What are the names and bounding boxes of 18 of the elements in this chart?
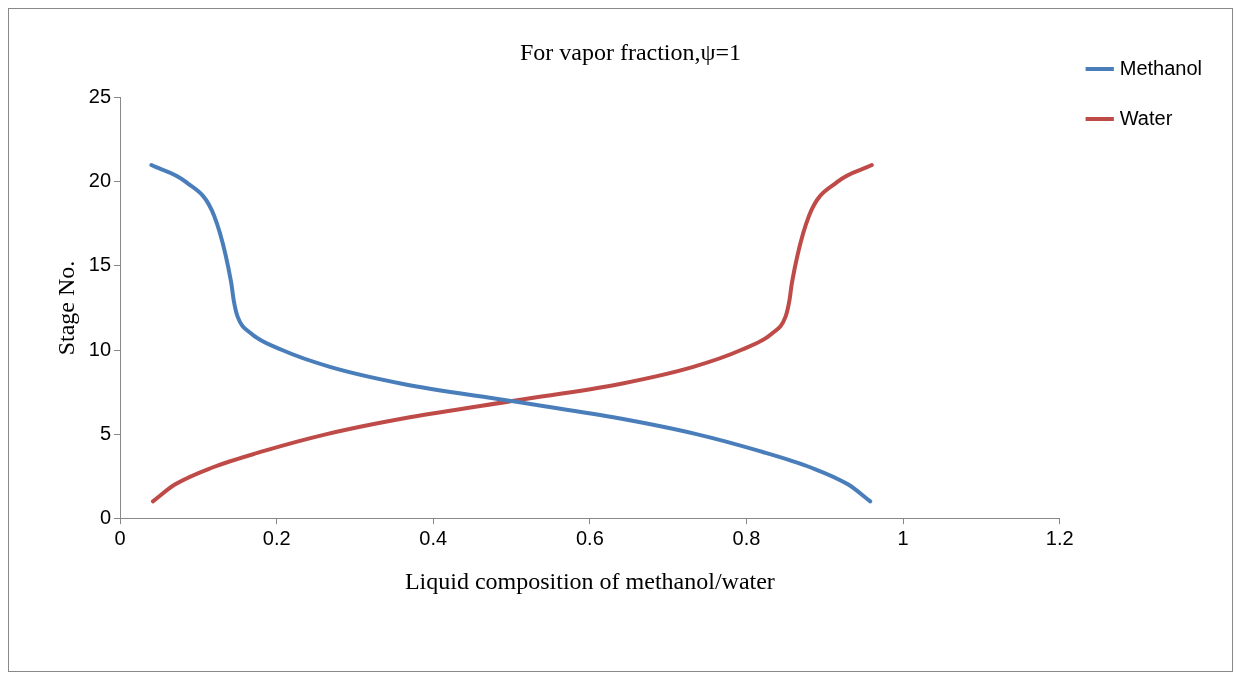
x-tick-label: 0.6 (575, 526, 604, 549)
y-tick-label: 25 (88, 85, 112, 108)
x-tick-label: 0 (114, 526, 126, 549)
y-tick-label: 10 (88, 337, 112, 360)
chart-title: For vapor fraction,ψ=1 (519, 38, 742, 65)
legend-label: Water (1119, 106, 1173, 129)
y-tick-label: 15 (88, 253, 112, 276)
x-axis-title: Liquid composition of methanol/water (404, 567, 775, 594)
x-tick-label: 1 (897, 526, 909, 549)
y-tick-label: 20 (88, 169, 112, 192)
x-tick-label: 0.2 (262, 526, 291, 549)
x-tick-label: 0.8 (732, 526, 761, 549)
y-axis-title: Stage No. (52, 260, 79, 356)
y-tick-label: 5 (99, 421, 112, 444)
x-tick-label: 1.2 (1045, 526, 1074, 549)
x-tick-label: 0.4 (419, 526, 448, 549)
legend-label: Methanol (1119, 56, 1203, 79)
y-tick-label: 0 (99, 505, 112, 528)
